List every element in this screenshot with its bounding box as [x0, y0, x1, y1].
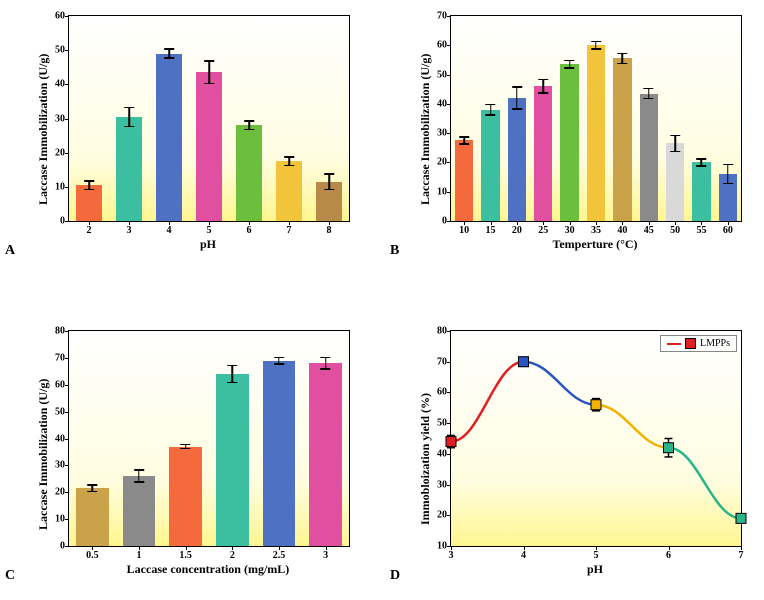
error-bar — [595, 41, 597, 50]
panel-letter-a: A — [5, 243, 15, 259]
bar — [216, 374, 249, 546]
plot-d: LMPPs 102030405060708034567 — [450, 330, 742, 547]
ylabel-c: Laccase Immobilization (U/g) — [36, 379, 51, 530]
error-bar — [248, 120, 250, 130]
error-bar — [88, 180, 90, 190]
bar — [613, 58, 631, 221]
line-segment — [669, 448, 742, 519]
error-bar — [701, 158, 703, 167]
error-bar — [622, 53, 624, 65]
error-bar — [288, 156, 290, 166]
panel-d: D LMPPs 102030405060708034567 Immobloiza… — [392, 320, 752, 580]
bar — [196, 72, 222, 221]
error-bar — [516, 86, 518, 109]
bar — [276, 161, 302, 221]
error-bar — [208, 60, 210, 84]
data-point — [519, 357, 529, 367]
bar — [508, 98, 526, 221]
bar — [76, 185, 102, 221]
data-point — [591, 400, 601, 410]
bar — [309, 363, 342, 546]
panel-b: B 0102030405060701015202530354045505560 … — [392, 5, 752, 265]
panel-a: A 01020304050602345678 Laccase Immobiliz… — [10, 5, 370, 265]
bar — [640, 94, 658, 221]
bar — [534, 86, 552, 221]
bar — [76, 488, 109, 546]
error-bar — [278, 357, 280, 365]
error-bar — [648, 88, 650, 100]
panel-c: C 010203040506070800.511.522.53 Laccase … — [10, 320, 370, 580]
panel-letter-c: C — [5, 568, 15, 584]
bar — [123, 476, 156, 546]
line-svg — [451, 331, 741, 546]
error-bar — [727, 164, 729, 185]
bar — [316, 182, 342, 221]
error-bar — [92, 484, 94, 492]
error-bar — [128, 107, 130, 128]
bar — [156, 54, 182, 221]
bar — [455, 140, 473, 221]
bar — [116, 117, 142, 221]
bar — [481, 110, 499, 221]
bar — [169, 447, 202, 546]
bar — [692, 162, 710, 221]
data-point — [446, 437, 456, 447]
figure-page: A 01020304050602345678 Laccase Immobiliz… — [0, 0, 764, 600]
bar — [587, 45, 605, 221]
panel-letter-d: D — [390, 568, 400, 584]
error-bar — [232, 365, 234, 384]
ylabel-d: Immobloization yield (%) — [418, 393, 433, 525]
panel-letter-b: B — [390, 243, 399, 259]
error-bar — [328, 173, 330, 190]
data-point — [736, 513, 746, 523]
error-bar — [325, 357, 327, 370]
error-bar — [674, 135, 676, 153]
xlabel-c: Laccase concentration (mg/mL) — [68, 562, 348, 577]
bar — [236, 125, 262, 221]
line-segment — [524, 362, 597, 405]
data-point — [664, 443, 674, 453]
error-bar — [185, 444, 187, 449]
error-bar — [543, 79, 545, 94]
error-bar — [569, 60, 571, 69]
error-bar — [138, 469, 140, 482]
plot-c: 010203040506070800.511.522.53 — [68, 330, 350, 547]
line-segment — [596, 405, 669, 448]
bar — [666, 143, 684, 221]
ylabel-b: Laccase Immobilization (U/g) — [418, 54, 433, 205]
xlabel-a: pH — [68, 237, 348, 252]
xlabel-b: Temperture (°C) — [450, 237, 740, 252]
ylabel-a: Laccase Immobilization (U/g) — [36, 54, 51, 205]
bar — [263, 361, 296, 546]
line-segment — [451, 362, 524, 442]
plot-a: 01020304050602345678 — [68, 15, 350, 222]
plot-b: 0102030405060701015202530354045505560 — [450, 15, 742, 222]
error-bar — [490, 104, 492, 116]
xlabel-d: pH — [450, 562, 740, 577]
bar — [560, 64, 578, 221]
bar — [719, 174, 737, 221]
error-bar — [463, 136, 465, 145]
error-bar — [168, 48, 170, 58]
